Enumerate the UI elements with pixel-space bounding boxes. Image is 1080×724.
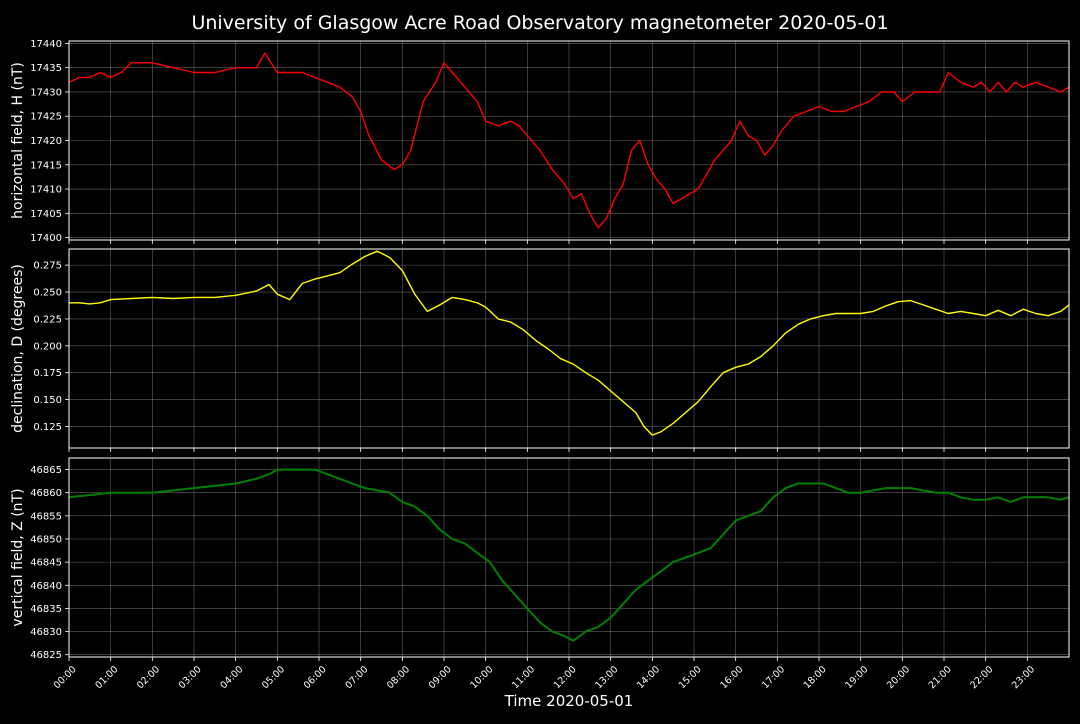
y-tick-label: 46840 bbox=[30, 581, 62, 592]
y-tick-label: 46865 bbox=[30, 465, 62, 476]
y-axis-label: declination, D (degrees) bbox=[10, 264, 26, 433]
y-tick-label: 0.250 bbox=[33, 288, 62, 299]
y-tick-label: 46835 bbox=[30, 604, 62, 615]
y-tick-label: 46845 bbox=[30, 558, 62, 569]
y-tick-label: 0.150 bbox=[33, 395, 62, 406]
y-tick-label: 0.125 bbox=[33, 422, 62, 433]
y-tick-label: 46830 bbox=[30, 627, 62, 638]
y-tick-label: 17405 bbox=[30, 209, 62, 220]
chart-title: University of Glasgow Acre Road Observat… bbox=[191, 12, 888, 34]
series-line bbox=[68, 52, 1070, 229]
x-axis-label: Time 2020-05-01 bbox=[504, 692, 634, 710]
y-tick-label: 17430 bbox=[30, 87, 62, 98]
y-tick-label: 17440 bbox=[30, 39, 62, 50]
y-tick-label: 0.175 bbox=[33, 368, 62, 379]
y-tick-label: 46855 bbox=[30, 511, 62, 522]
y-tick-label: 0.225 bbox=[33, 314, 62, 325]
y-axis-label: horizontal field, H (nT) bbox=[10, 62, 26, 219]
series-line bbox=[68, 468, 1070, 642]
y-tick-label: 17415 bbox=[30, 160, 62, 171]
y-tick-label: 46825 bbox=[30, 650, 62, 661]
y-tick-label: 17435 bbox=[30, 63, 62, 74]
y-tick-label: 17425 bbox=[30, 112, 62, 123]
y-tick-label: 46850 bbox=[30, 534, 62, 545]
panel-frame bbox=[68, 248, 1070, 449]
series-line bbox=[69, 250, 1070, 436]
panel-frame bbox=[68, 457, 1070, 658]
y-axis-label: vertical field, Z (nT) bbox=[10, 488, 26, 626]
y-tick-label: 0.200 bbox=[33, 341, 62, 352]
y-tick-label: 0.275 bbox=[33, 261, 62, 272]
y-tick-label: 17410 bbox=[30, 185, 62, 196]
y-tick-label: 17420 bbox=[30, 136, 62, 147]
y-tick-label: 46860 bbox=[30, 488, 62, 499]
y-tick-label: 17400 bbox=[30, 233, 62, 244]
panel-frame bbox=[68, 40, 1070, 241]
